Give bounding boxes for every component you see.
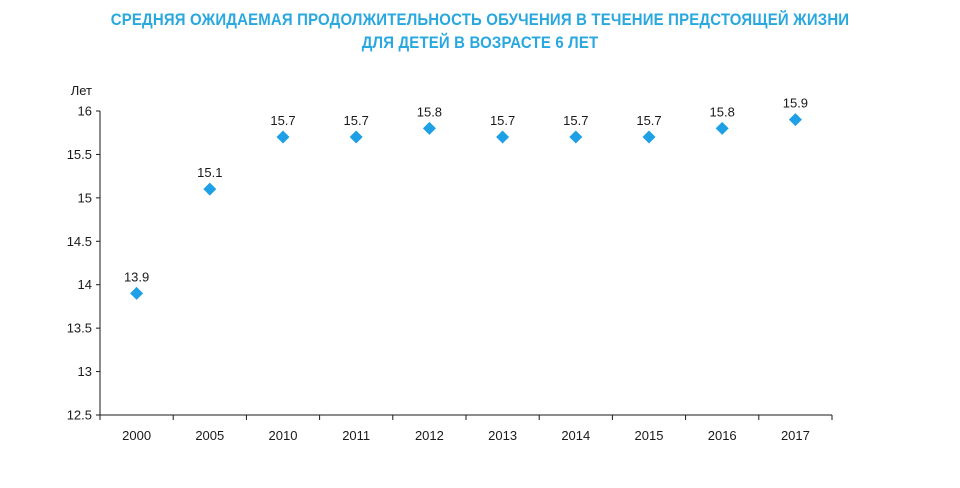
data-label: 15.7 <box>344 113 369 128</box>
data-label: 15.8 <box>417 104 442 119</box>
x-tick-label: 2005 <box>195 428 224 443</box>
y-tick-label: 13.5 <box>67 321 92 336</box>
data-label: 15.7 <box>490 113 515 128</box>
chart-title: СРЕДНЯЯ ОЖИДАЕМАЯ ПРОДОЛЖИТЕЛЬНОСТЬ ОБУЧ… <box>58 8 903 54</box>
data-label: 15.1 <box>197 165 222 180</box>
y-tick-label: 15 <box>78 190 92 205</box>
data-label: 15.9 <box>783 96 808 111</box>
x-tick-label: 2012 <box>415 428 444 443</box>
x-tick-label: 2010 <box>269 428 298 443</box>
data-point-marker <box>203 182 217 196</box>
x-tick-label: 2017 <box>781 428 810 443</box>
data-point-marker <box>276 130 290 144</box>
data-point-marker <box>788 113 802 127</box>
y-tick-label: 12.5 <box>67 408 92 423</box>
data-point-marker <box>496 130 510 144</box>
data-label: 15.8 <box>710 104 735 119</box>
y-tick-label: 13 <box>78 364 92 379</box>
data-point-marker <box>715 121 729 135</box>
data-point-marker <box>422 121 436 135</box>
data-label: 15.7 <box>636 113 661 128</box>
data-label: 15.7 <box>563 113 588 128</box>
data-point-marker <box>569 130 583 144</box>
x-tick-label: 2011 <box>342 428 370 443</box>
data-point-marker <box>130 286 144 300</box>
x-tick-label: 2013 <box>488 428 517 443</box>
y-tick-label: 14 <box>78 277 92 292</box>
x-tick-label: 2000 <box>122 428 151 443</box>
y-tick-label: 14.5 <box>67 234 92 249</box>
chart-title-line-2: ДЛЯ ДЕТЕЙ В ВОЗРАСТЕ 6 ЛЕТ <box>361 33 599 52</box>
y-tick-label: 15.5 <box>67 147 92 162</box>
x-tick-label: 2015 <box>635 428 664 443</box>
data-point-marker <box>642 130 656 144</box>
x-tick-label: 2014 <box>561 428 590 443</box>
chart-title-line-1: СРЕДНЯЯ ОЖИДАЕМАЯ ПРОДОЛЖИТЕЛЬНОСТЬ ОБУЧ… <box>110 10 850 29</box>
data-point-marker <box>349 130 363 144</box>
data-label: 13.9 <box>124 269 149 284</box>
y-axis-label: Лет <box>71 83 92 98</box>
x-tick-label: 2016 <box>708 428 737 443</box>
y-tick-label: 16 <box>78 104 92 119</box>
data-label: 15.7 <box>270 113 295 128</box>
